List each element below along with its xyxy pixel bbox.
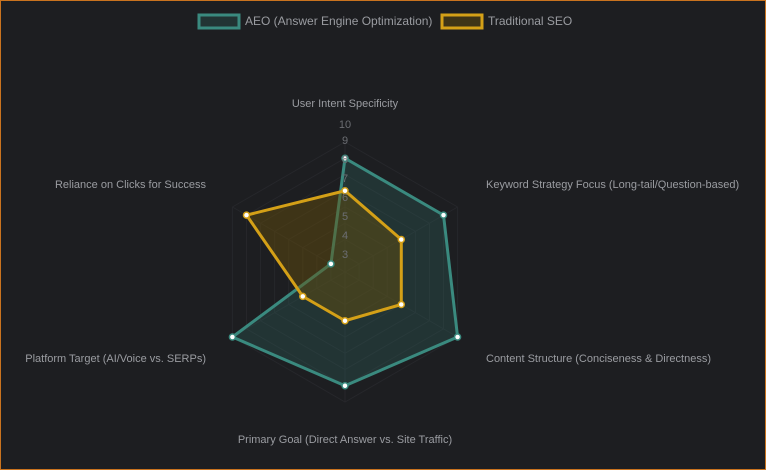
- axis-labels: User Intent Specificity Keyword Strategy…: [25, 98, 739, 446]
- axis-label-primary-goal: Primary Goal (Direct Answer vs. Site Tra…: [238, 434, 452, 446]
- aeo-data-point[interactable]: [439, 211, 448, 219]
- tick-label: 10: [339, 119, 351, 131]
- legend-swatch-aeo[interactable]: [197, 13, 241, 30]
- grid-spoke: [232, 206, 346, 273]
- radial-ticks: 3 4 5 6 7 8 9 10: [339, 119, 351, 261]
- legend-label-aeo[interactable]: AEO (Answer Engine Optimization): [245, 14, 432, 28]
- axis-label-reliance-clicks: Reliance on Clicks for Success: [55, 179, 207, 191]
- tick-label: 5: [342, 211, 348, 223]
- seo-data-point[interactable]: [397, 300, 406, 309]
- tick-label: 9: [342, 135, 348, 147]
- seo-data-point[interactable]: [341, 187, 349, 195]
- tick-label: 7: [342, 173, 348, 185]
- axis-label-platform-target: Platform Target (AI/Voice vs. SERPs): [25, 353, 206, 365]
- aeo-data-point[interactable]: [341, 154, 349, 162]
- seo-data-point[interactable]: [242, 211, 251, 219]
- radar-series: [228, 154, 462, 390]
- aeo-data-point[interactable]: [228, 333, 237, 341]
- axis-label-content-structure: Content Structure (Conciseness & Directn…: [486, 353, 711, 365]
- tick-label: 4: [342, 230, 348, 242]
- legend-swatch-seo[interactable]: [440, 13, 484, 30]
- aeo-data-point[interactable]: [453, 333, 462, 341]
- legend-label-seo[interactable]: Traditional SEO: [488, 14, 572, 28]
- axis-label-keyword-strategy: Keyword Strategy Focus (Long-tail/Questi…: [486, 179, 739, 191]
- axis-label-user-intent: User Intent Specificity: [292, 98, 399, 110]
- seo-data-point[interactable]: [397, 235, 406, 244]
- seo-data-point[interactable]: [299, 292, 307, 301]
- tick-label: 6: [342, 192, 348, 204]
- seo-data-point[interactable]: [341, 317, 349, 325]
- tick-label: 8: [342, 154, 348, 166]
- aeo-data-point[interactable]: [327, 260, 335, 268]
- legend[interactable]: AEO (Answer Engine Optimization) Traditi…: [197, 13, 572, 30]
- aeo-data-point[interactable]: [341, 382, 349, 390]
- tick-label: 3: [342, 249, 348, 261]
- grid-spoke: [232, 271, 346, 338]
